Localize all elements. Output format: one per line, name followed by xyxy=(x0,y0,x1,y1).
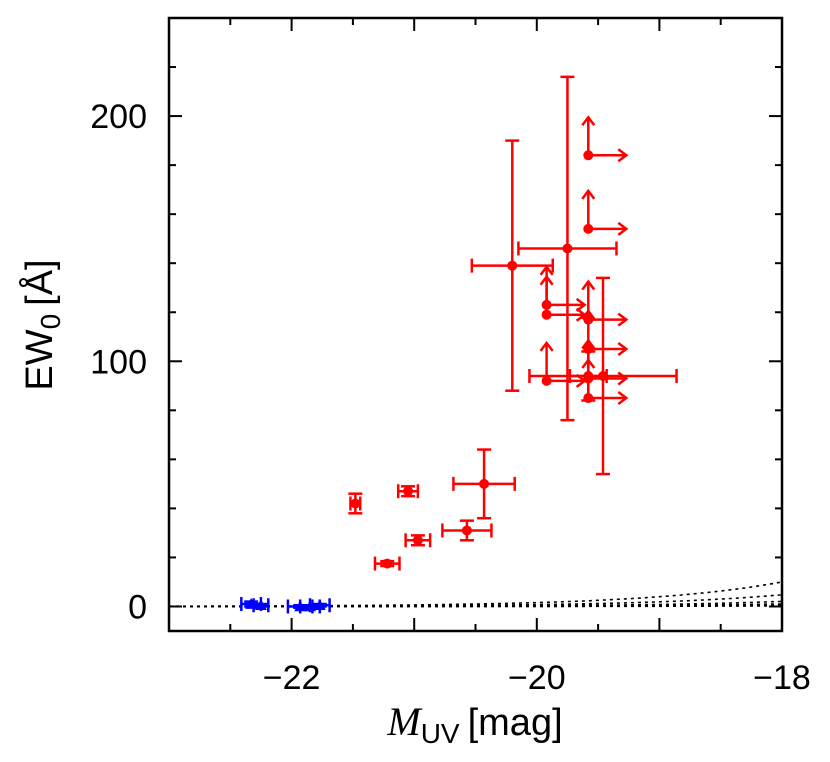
limit-arrowhead-up xyxy=(581,115,596,127)
x-tick-label: −22 xyxy=(263,659,321,697)
limit-arrowhead-right xyxy=(617,342,629,357)
data-point xyxy=(562,243,573,254)
limit-arrowhead-up xyxy=(581,188,596,200)
data-point xyxy=(541,375,552,386)
dotted-curve xyxy=(169,581,782,607)
data-point xyxy=(583,150,594,161)
limit-arrowhead-up xyxy=(581,338,596,350)
limit-arrowhead-right xyxy=(575,297,587,312)
limit-arrowhead-right xyxy=(617,221,629,236)
data-point xyxy=(350,498,361,509)
y-axis-label: EW0[Å] xyxy=(17,259,66,390)
dotted-curves xyxy=(169,581,782,608)
data-point xyxy=(254,599,267,611)
data-point xyxy=(412,535,423,546)
limit-arrowhead-up xyxy=(581,279,596,291)
limit-arrowhead-right xyxy=(617,312,629,327)
data-point xyxy=(507,260,518,271)
limit-arrowhead-up xyxy=(539,340,554,352)
limit-arrowhead-right xyxy=(617,148,629,163)
limit-arrowhead-up xyxy=(539,274,554,286)
y-tick-labels: 0 100 200 xyxy=(90,98,147,626)
data-point xyxy=(541,309,552,320)
axis-ticks xyxy=(168,17,783,631)
x-tick-label: −20 xyxy=(508,659,566,697)
y-tick-label: 200 xyxy=(90,98,147,136)
y-tick-label: 0 xyxy=(128,588,147,626)
limit-arrowhead-up xyxy=(581,308,596,320)
data-markers xyxy=(240,75,678,614)
plot-frame xyxy=(167,16,784,633)
data-point xyxy=(403,486,414,497)
data-point xyxy=(583,223,594,234)
y-tick-label: 100 xyxy=(90,343,147,381)
data-point xyxy=(479,478,490,489)
data-point xyxy=(461,525,472,536)
data-point xyxy=(583,393,594,404)
limit-arrowhead-up xyxy=(539,264,554,276)
data-point xyxy=(382,558,393,569)
limit-arrowhead-up xyxy=(581,357,596,369)
x-tick-labels: −22 −20 −18 xyxy=(263,659,811,697)
x-tick-label: −18 xyxy=(753,659,811,697)
limit-arrowhead-right xyxy=(617,391,629,406)
data-point xyxy=(313,599,326,611)
limit-arrowhead-right xyxy=(617,371,629,386)
x-axis-label: MUV [mag] xyxy=(386,699,562,749)
